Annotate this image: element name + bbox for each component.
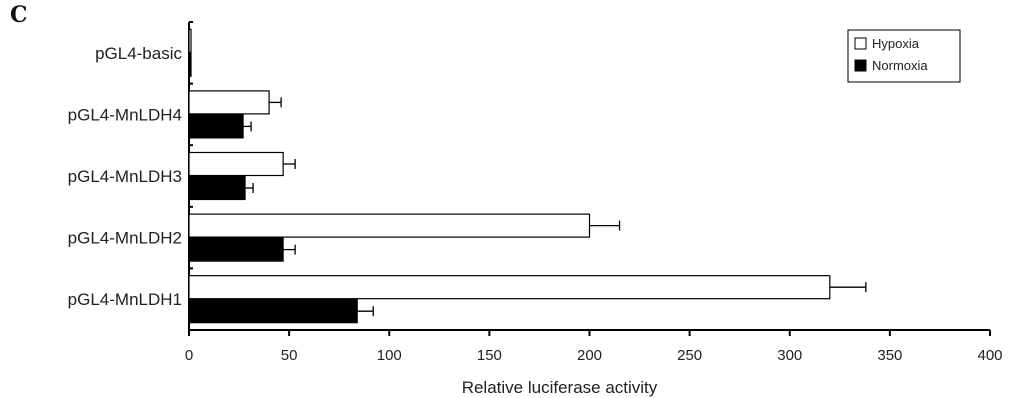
- x-axis-title: Relative luciferase activity: [462, 378, 658, 397]
- panel-label: C: [10, 2, 28, 28]
- bar-hypoxia: [188, 90, 270, 115]
- bar-normoxia: [188, 299, 358, 324]
- bar-normoxia: [188, 52, 192, 77]
- bar-hypoxia: [188, 213, 591, 238]
- category-label: pGL4-MnLDH4: [68, 105, 182, 124]
- x-ticks-group: 0 50 100 150 200 250 300 350 400: [185, 330, 1003, 364]
- legend-swatch-normoxia: [854, 59, 867, 72]
- legend-box: [847, 29, 961, 83]
- category-label: pGL4-MnLDH3: [68, 167, 182, 186]
- bar-normoxia: [188, 237, 284, 262]
- category-labels: pGL4-basic pGL4-MnLDH4 pGL4-MnLDH3 pGL4-MnL…: [68, 44, 183, 309]
- legend: Hypoxia Normoxia: [847, 29, 961, 83]
- bar-normoxia: [188, 114, 244, 139]
- x-tick-label: 100: [377, 347, 402, 364]
- x-tick-label: 250: [677, 347, 702, 364]
- x-tick-label: 200: [577, 347, 602, 364]
- x-tick-label: 300: [777, 347, 802, 364]
- category-label: pGL4-MnLDH2: [68, 229, 182, 248]
- category-label: pGL4-basic: [95, 44, 182, 63]
- x-tick-label: 150: [477, 347, 502, 364]
- bar-normoxia: [188, 175, 246, 201]
- x-tick-label: 350: [877, 347, 902, 364]
- x-tick-label: 400: [977, 347, 1002, 364]
- bar-hypoxia: [188, 151, 284, 177]
- legend-label-normoxia: Normoxia: [872, 58, 928, 73]
- x-tick-label: 50: [281, 347, 298, 364]
- bars-group: [188, 28, 867, 324]
- legend-swatch-hypoxia: [854, 37, 867, 50]
- category-label: pGL4-MnLDH1: [68, 290, 182, 309]
- x-tick-label: 0: [185, 347, 193, 364]
- bar-hypoxia: [188, 28, 192, 53]
- bar-hypoxia: [188, 275, 831, 300]
- legend-label-hypoxia: Hypoxia: [872, 36, 920, 51]
